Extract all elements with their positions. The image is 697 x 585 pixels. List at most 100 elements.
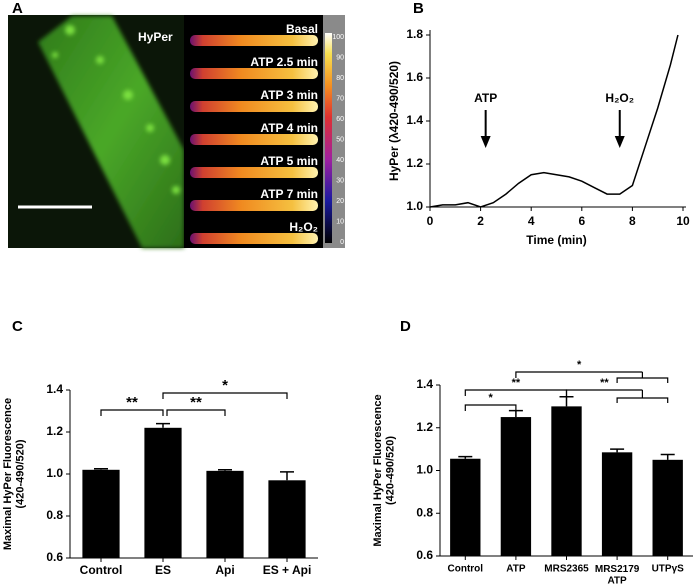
- x-tick-label: 10: [676, 214, 690, 228]
- y-tick-label: 0.8: [416, 505, 433, 519]
- strip-label: ATP 2.5 min: [250, 55, 318, 69]
- x-tick-label: Control: [80, 563, 123, 577]
- colorbar-tick-label: 50: [336, 136, 344, 143]
- y-axis-label: Maximal HyPer Fluorescence(420-490/520): [372, 394, 397, 546]
- error-bar: [280, 471, 294, 481]
- y-tick-label: 1.0: [46, 466, 63, 480]
- colorbar-tick-label: 90: [336, 54, 344, 61]
- x-tick-label: UTPγS: [652, 564, 685, 575]
- panel-label: D: [400, 318, 411, 335]
- error-bar: [508, 409, 523, 418]
- bar: [206, 470, 244, 558]
- arrow-head: [480, 136, 491, 148]
- cell-spots: [52, 25, 180, 194]
- bar: [551, 406, 582, 556]
- bar: [652, 459, 683, 556]
- colorbar-tick-label: 10: [336, 218, 344, 225]
- colorbar-tick-label: 70: [336, 95, 344, 102]
- significance-label: *: [488, 392, 493, 404]
- strips: Basal ATP 2.5 min ATP 3 min ATP 4 min ATP 5 …: [190, 22, 344, 246]
- y-tick-label: 0.6: [416, 548, 433, 562]
- y-tick-label: 1.0: [406, 199, 423, 213]
- strip: [190, 35, 318, 46]
- x-tick-label: MRS2365: [544, 564, 589, 575]
- x-tick-label: MRS2179 ATP: [595, 564, 640, 585]
- significance-bracket: [464, 404, 517, 411]
- significance-label: *: [222, 377, 228, 394]
- y-tick-label: 1.4: [406, 113, 423, 127]
- error-bar: [94, 468, 108, 470]
- x-axis-label: Time (min): [526, 233, 586, 247]
- colorbar-tick-label: 40: [336, 157, 344, 164]
- strip-label: Basal: [286, 22, 318, 36]
- significance-label: **: [512, 377, 521, 389]
- y-tick-label: 1.0: [416, 463, 433, 477]
- arrow-head: [614, 136, 625, 148]
- colorbar-tick-label: 20: [336, 198, 344, 205]
- significance-label: **: [126, 394, 138, 411]
- panel-label: B: [413, 0, 424, 17]
- strip: [190, 233, 318, 244]
- strip: [190, 134, 318, 145]
- image-title: HyPer: [138, 30, 173, 44]
- x-tick-label: 4: [528, 214, 535, 228]
- group-bracket: [616, 390, 669, 403]
- strip-label: H₂O₂: [289, 220, 318, 234]
- colorbar: [325, 33, 332, 243]
- error-bar: [156, 422, 170, 428]
- chart-panel: D 0.6 0.8 1.0 1.2 1.4 Maximal HyPer Fluorescen…: [372, 318, 693, 585]
- strip: [190, 167, 318, 178]
- panel-label: C: [12, 318, 23, 335]
- bar: [268, 480, 306, 558]
- bar: [601, 452, 633, 556]
- bar: [144, 427, 182, 558]
- data-line: [429, 34, 679, 208]
- strip: [190, 101, 318, 112]
- cell: [38, 16, 184, 248]
- x-tick-label: Control: [448, 564, 484, 575]
- strip-label: ATP 4 min: [260, 121, 318, 135]
- significance-label: **: [190, 394, 202, 411]
- error-bar: [559, 396, 574, 407]
- error-bar: [458, 455, 473, 459]
- x-tick-label: ES + Api: [263, 563, 312, 577]
- error-bar: [610, 448, 625, 453]
- x-tick-label: ES: [155, 563, 171, 577]
- x-tick-label: 8: [629, 214, 636, 228]
- colorbar-tick-label: 30: [336, 177, 344, 184]
- y-tick-label: 1.4: [46, 382, 63, 396]
- x-tick-label: 2: [477, 214, 484, 228]
- x-tick-label: 6: [578, 214, 585, 228]
- y-tick-label: 1.2: [416, 420, 433, 434]
- bar: [82, 469, 120, 558]
- significance-label: *: [577, 359, 582, 371]
- annotation: H₂O₂: [605, 91, 634, 105]
- bar: [500, 417, 532, 556]
- y-tick-label: 1.8: [406, 27, 423, 41]
- error-bar: [218, 469, 232, 471]
- group-bracket: [616, 372, 669, 383]
- significance-bracket: [464, 389, 568, 396]
- chart-panel: C 0.6 0.8 1.0 1.2 1.4 Maximal HyPer Fluorescen…: [2, 318, 318, 577]
- y-tick-label: 1.6: [406, 70, 423, 84]
- bar: [450, 458, 481, 556]
- y-tick-label: 0.8: [46, 508, 63, 522]
- x-tick-label: Api: [215, 563, 234, 577]
- panel-a: Basal ATP 2.5 min ATP 3 min ATP 4 min ATP 5 …: [8, 0, 345, 248]
- significance-label: **: [600, 377, 609, 389]
- strip-label: ATP 7 min: [260, 187, 318, 201]
- panel-label: A: [12, 0, 23, 17]
- significance-bracket: [166, 409, 226, 416]
- y-tick-label: 1.4: [416, 377, 433, 391]
- y-axis-label: Maximal HyPer Fluorescence(420-490/520): [2, 398, 27, 550]
- colorbar-tick-label: 100: [332, 34, 344, 41]
- strip-label: ATP 5 min: [260, 154, 318, 168]
- colorbar-tick-label: 60: [336, 116, 344, 123]
- strip-label: ATP 3 min: [260, 88, 318, 102]
- colorbar-tick-label: 80: [336, 75, 344, 82]
- x-tick-label: 0: [427, 214, 434, 228]
- y-axis-label: HyPer (λ420-490/520): [387, 61, 401, 181]
- y-tick-label: 1.2: [406, 156, 423, 170]
